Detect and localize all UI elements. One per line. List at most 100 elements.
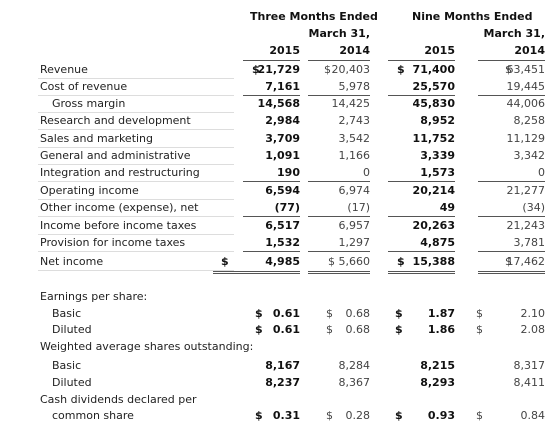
year-heading: 2014 bbox=[514, 44, 545, 57]
cell-value: 6,957 bbox=[338, 219, 371, 232]
cell-value: 8,367 bbox=[338, 376, 371, 389]
row-label: Cash dividends declared per bbox=[40, 393, 197, 406]
cell-value: 0.68 bbox=[345, 323, 371, 336]
cell-value: 5,660 bbox=[338, 255, 371, 268]
row-separator bbox=[38, 199, 234, 200]
cell-value: 1,166 bbox=[338, 149, 371, 162]
row-label: Diluted bbox=[52, 323, 92, 336]
cell-value: 49 bbox=[439, 201, 455, 214]
cell-value: 8,317 bbox=[513, 359, 546, 372]
total-rule bbox=[213, 273, 300, 274]
row-label: Income before income taxes bbox=[40, 219, 197, 232]
row-separator bbox=[38, 216, 234, 217]
subtotal-rule bbox=[478, 251, 545, 252]
row-separator bbox=[38, 164, 234, 165]
cell-value: (77) bbox=[274, 201, 300, 214]
row-label: Revenue bbox=[40, 63, 88, 76]
subtotal-rule bbox=[388, 95, 455, 96]
cell-value: 2.10 bbox=[520, 307, 546, 320]
group-heading: Nine Months Ended bbox=[412, 10, 533, 23]
cell-value: 4,875 bbox=[420, 236, 455, 249]
cell-value: 7,161 bbox=[265, 80, 300, 93]
currency-sign: $ bbox=[326, 323, 333, 336]
cell-value: 1.86 bbox=[427, 323, 455, 336]
cell-value: 71,400 bbox=[412, 63, 455, 76]
cell-value: 2,743 bbox=[338, 114, 371, 127]
cell-value: 6,517 bbox=[265, 219, 300, 232]
year-heading: 2015 bbox=[424, 44, 455, 57]
row-separator bbox=[38, 251, 234, 252]
currency-sign: $ bbox=[326, 409, 333, 422]
cell-value: 63,451 bbox=[506, 63, 546, 76]
total-rule bbox=[478, 271, 545, 272]
currency-sign: $ bbox=[255, 307, 263, 320]
cell-value: 15,388 bbox=[412, 255, 455, 268]
currency-sign: $ bbox=[505, 63, 512, 76]
cell-value: 3,542 bbox=[338, 132, 371, 145]
row-separator bbox=[38, 95, 234, 96]
cell-value: 1,573 bbox=[420, 166, 455, 179]
cell-value: 44,006 bbox=[506, 97, 546, 110]
row-label: Sales and marketing bbox=[40, 132, 154, 145]
row-label: Net income bbox=[40, 255, 104, 268]
subtotal-rule bbox=[478, 216, 545, 217]
currency-sign: $ bbox=[476, 409, 483, 422]
cell-value: 1,532 bbox=[265, 236, 300, 249]
row-separator bbox=[38, 112, 234, 113]
cell-value: 8,952 bbox=[420, 114, 455, 127]
subtotal-rule bbox=[243, 216, 300, 217]
currency-sign: $ bbox=[326, 307, 333, 320]
currency-sign: $ bbox=[397, 255, 405, 268]
subtotal-rule bbox=[243, 181, 300, 182]
total-rule bbox=[388, 271, 455, 272]
subtotal-rule bbox=[308, 251, 370, 252]
subtotal-rule bbox=[478, 181, 545, 182]
cell-value: 3,709 bbox=[265, 132, 300, 145]
row-label: Operating income bbox=[40, 184, 139, 197]
cell-value: 8,411 bbox=[513, 376, 546, 389]
cell-value: 19,445 bbox=[506, 80, 546, 93]
cell-value: 1,091 bbox=[265, 149, 300, 162]
total-rule bbox=[478, 273, 545, 274]
cell-value: 14,568 bbox=[257, 97, 300, 110]
cell-value: 17,462 bbox=[506, 255, 546, 268]
row-separator bbox=[38, 78, 234, 79]
cell-value: 21,729 bbox=[257, 63, 300, 76]
row-label: Earnings per share: bbox=[40, 290, 148, 303]
cell-value: 8,284 bbox=[338, 359, 371, 372]
cell-value: 8,293 bbox=[420, 376, 455, 389]
cell-value: 45,830 bbox=[412, 97, 455, 110]
subtotal-rule bbox=[243, 95, 300, 96]
year-heading: 2014 bbox=[339, 44, 370, 57]
currency-sign: $ bbox=[476, 323, 483, 336]
row-label: Provision for income taxes bbox=[40, 236, 186, 249]
currency-sign: $ bbox=[476, 307, 483, 320]
group-subheading: March 31, bbox=[483, 27, 545, 40]
cell-value: 2,984 bbox=[265, 114, 300, 127]
cell-value: 0.61 bbox=[272, 323, 300, 336]
row-label: Basic bbox=[52, 307, 82, 320]
cell-value: 11,129 bbox=[506, 132, 546, 145]
row-label: Integration and restructuring bbox=[40, 166, 200, 179]
year-heading: 2015 bbox=[269, 44, 300, 57]
cell-value: 20,263 bbox=[412, 219, 455, 232]
subtotal-rule bbox=[478, 95, 545, 96]
cell-value: 0.28 bbox=[345, 409, 371, 422]
cell-value: 0.93 bbox=[427, 409, 455, 422]
currency-sign: $ bbox=[397, 63, 405, 76]
currency-sign: $ bbox=[328, 255, 335, 268]
cell-value: 20,214 bbox=[412, 184, 455, 197]
cell-value: 0 bbox=[538, 166, 545, 179]
cell-value: 0.61 bbox=[272, 307, 300, 320]
cell-value: 21,243 bbox=[506, 219, 546, 232]
subtotal-rule bbox=[308, 216, 370, 217]
row-separator bbox=[38, 181, 234, 182]
cell-value: 0.84 bbox=[520, 409, 546, 422]
currency-sign: $ bbox=[395, 409, 403, 422]
row-separator bbox=[38, 234, 234, 235]
subtotal-rule bbox=[388, 216, 455, 217]
currency-sign: $ bbox=[221, 255, 229, 268]
cell-value: 3,342 bbox=[513, 149, 546, 162]
cell-value: 6,974 bbox=[338, 184, 371, 197]
